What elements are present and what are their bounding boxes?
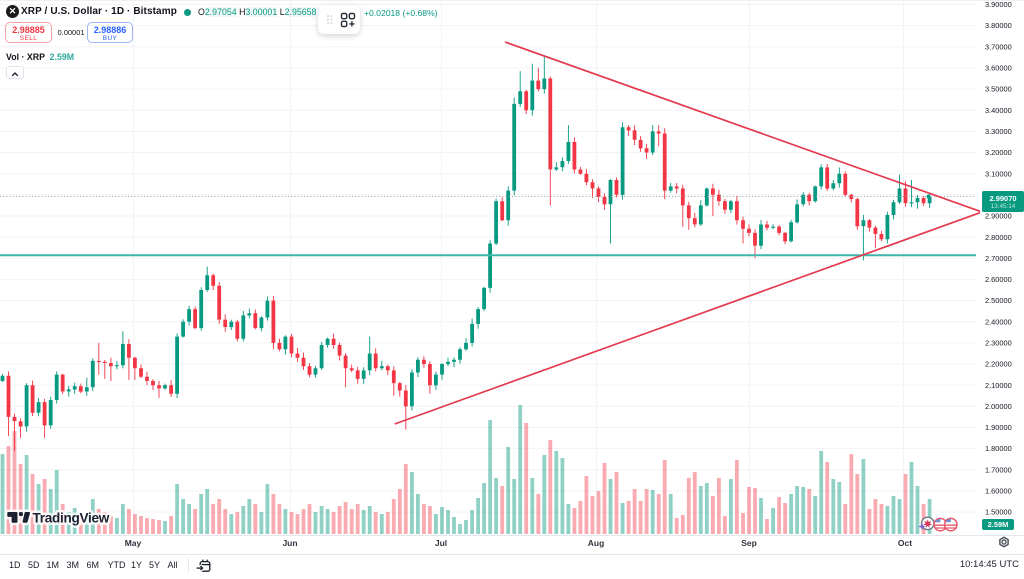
svg-text:3.50000: 3.50000: [985, 85, 1012, 94]
svg-text:2.30000: 2.30000: [985, 339, 1012, 348]
svg-text:1.90000: 1.90000: [985, 423, 1012, 432]
svg-text:2.90000: 2.90000: [985, 212, 1012, 221]
svg-text:Jul: Jul: [435, 538, 447, 548]
svg-text:2.20000: 2.20000: [985, 360, 1012, 369]
svg-text:Sep: Sep: [741, 538, 757, 548]
svg-text:3.30000: 3.30000: [985, 127, 1012, 136]
svg-text:1.60000: 1.60000: [985, 487, 1012, 496]
svg-text:1.50000: 1.50000: [985, 508, 1012, 517]
svg-text:Aug: Aug: [588, 538, 605, 548]
svg-text:3.60000: 3.60000: [985, 64, 1012, 73]
svg-text:3.90000: 3.90000: [985, 0, 1012, 9]
svg-text:TradingView: TradingView: [33, 511, 110, 526]
svg-text:2.70000: 2.70000: [985, 254, 1012, 263]
svg-text:3.70000: 3.70000: [985, 42, 1012, 51]
svg-text:2.60000: 2.60000: [985, 275, 1012, 284]
svg-text:Jun: Jun: [282, 538, 297, 548]
svg-text:1.80000: 1.80000: [985, 444, 1012, 453]
svg-text:2.10000: 2.10000: [985, 381, 1012, 390]
svg-text:3.40000: 3.40000: [985, 106, 1012, 115]
svg-text:TradingView: TradingView: [33, 511, 110, 526]
svg-text:2.40000: 2.40000: [985, 317, 1012, 326]
svg-text:3.20000: 3.20000: [985, 148, 1012, 157]
svg-text:1.70000: 1.70000: [985, 465, 1012, 474]
svg-text:2.50000: 2.50000: [985, 296, 1012, 305]
svg-text:3.10000: 3.10000: [985, 169, 1012, 178]
svg-text:2.80000: 2.80000: [985, 233, 1012, 242]
svg-text:May: May: [125, 538, 142, 548]
svg-text:3.80000: 3.80000: [985, 21, 1012, 30]
svg-text:2.00000: 2.00000: [985, 402, 1012, 411]
svg-text:Oct: Oct: [898, 538, 912, 548]
